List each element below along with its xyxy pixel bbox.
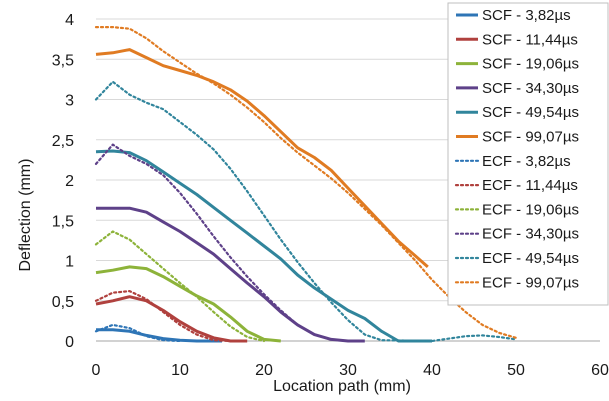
y-tick-label: 3,5 — [52, 52, 74, 69]
series-line — [95, 149, 432, 343]
legend-entry: SCF - 19,06µs — [482, 56, 579, 73]
y-tick-label: 2,5 — [52, 133, 74, 150]
y-tick-label: 0,5 — [52, 294, 74, 311]
series-line — [95, 48, 429, 269]
series-line — [94, 143, 350, 343]
series-line — [94, 230, 266, 343]
y-tick-labels: 0 0,5 1 1,5 2 2,5 3 3,5 4 — [52, 12, 74, 351]
x-tick-label: 0 — [92, 362, 101, 379]
y-tick-label: 1 — [65, 254, 74, 271]
series-line — [95, 265, 281, 343]
x-tick-labels: 0 10 20 30 40 50 60 — [92, 362, 609, 379]
legend-entry: SCF - 11,44µs — [482, 31, 578, 48]
x-tick-label: 30 — [339, 362, 357, 379]
grid-lines — [96, 18, 600, 342]
legend-box — [447, 2, 609, 306]
series-line — [94, 290, 232, 343]
series-line — [94, 323, 182, 343]
series-line — [96, 206, 365, 343]
legend-entry: SCF - 99,07µs — [482, 129, 579, 146]
x-tick-label: 10 — [171, 362, 189, 379]
x-tick-label: 50 — [507, 362, 525, 379]
series-line — [96, 328, 222, 343]
y-tick-label: 3 — [65, 93, 74, 110]
y-tick-label: 4 — [65, 12, 74, 29]
legend-entry: SCF - 34,30µs — [482, 80, 579, 97]
x-axis-title: Location path (mm) — [273, 378, 411, 395]
legend-entry: ECF - 19,06µs — [482, 201, 579, 218]
series-line — [95, 295, 248, 343]
legend-entry: ECF - 99,07µs — [482, 274, 579, 291]
x-tick-label: 20 — [255, 362, 273, 379]
y-axis-title: Deflection (mm) — [17, 159, 34, 272]
legend-entry: ECF - 49,54µs — [482, 250, 579, 267]
x-tick-label: 40 — [423, 362, 441, 379]
y-tick-label: 1,5 — [52, 213, 74, 230]
series-lines — [94, 26, 518, 343]
y-tick-label: 0 — [65, 334, 74, 351]
legend-entry: ECF - 34,30µs — [482, 226, 579, 243]
x-tick-label: 60 — [591, 362, 609, 379]
y-tick-label: 2 — [65, 173, 74, 190]
legend-entry: SCF - 49,54µs — [482, 104, 579, 121]
legend-entry: SCF - 3,82µs — [482, 7, 571, 24]
legend-entry: ECF - 11,44µs — [482, 177, 578, 194]
series-line — [94, 80, 518, 343]
legend-entry: ECF - 3,82µs — [482, 153, 571, 170]
series-line — [94, 26, 518, 339]
legend: SCF - 3,82µs SCF - 11,44µs SCF - 19,06µs SC… — [447, 2, 609, 306]
